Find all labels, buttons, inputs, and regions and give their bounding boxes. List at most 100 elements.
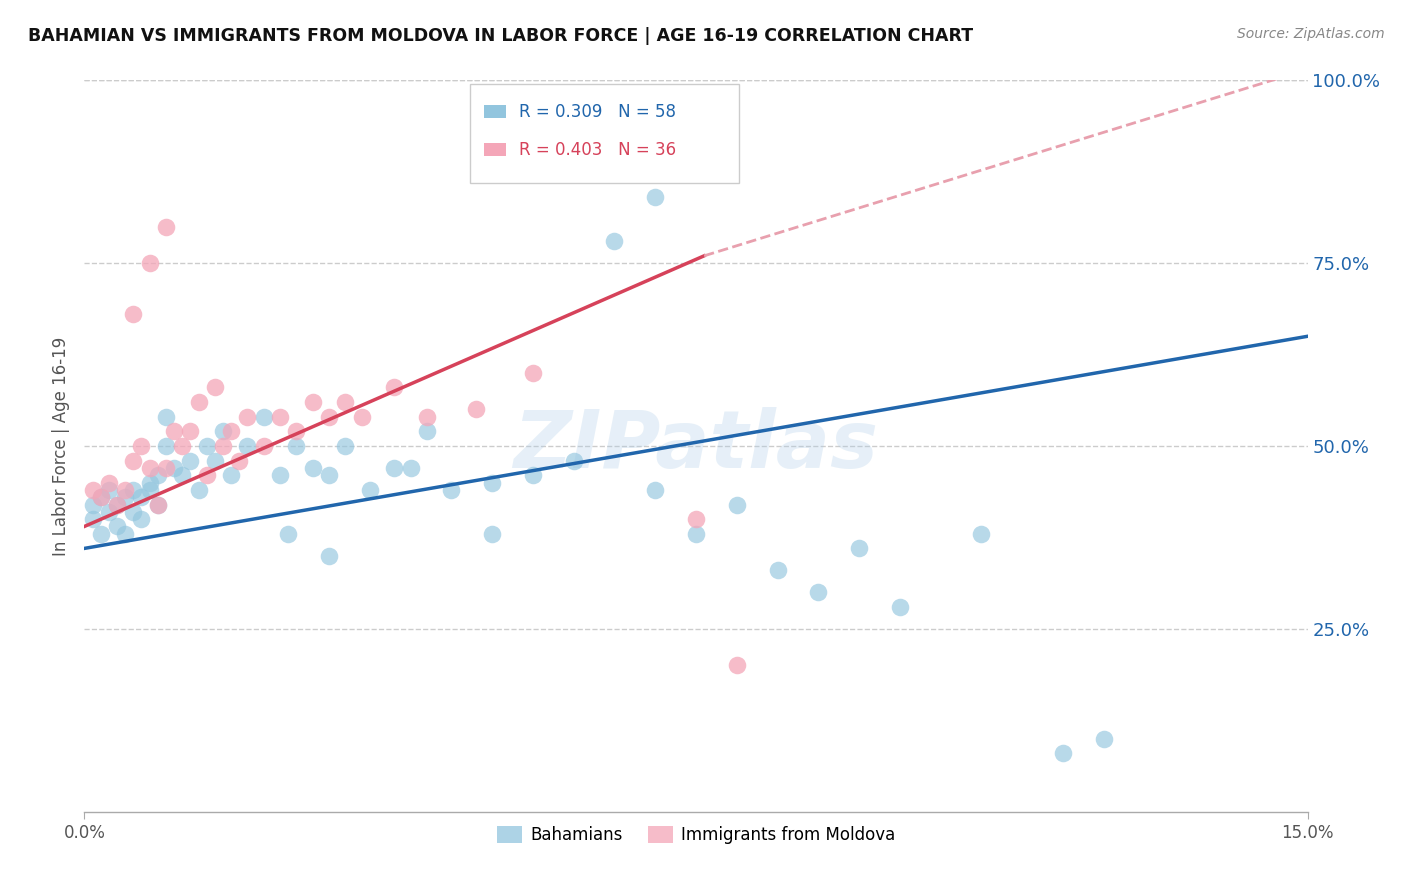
- Point: [725, 658, 748, 673]
- Point: [318, 549, 340, 563]
- Point: [219, 425, 242, 439]
- Point: [416, 425, 439, 439]
- Text: R = 0.403   N = 36: R = 0.403 N = 36: [519, 141, 676, 159]
- Point: [285, 425, 308, 439]
- Point: [187, 395, 209, 409]
- Point: [204, 380, 226, 394]
- Point: [146, 498, 169, 512]
- Point: [138, 483, 160, 497]
- Point: [114, 483, 136, 497]
- Point: [350, 409, 373, 424]
- Point: [359, 483, 381, 497]
- Point: [685, 526, 707, 541]
- Point: [172, 439, 194, 453]
- Point: [236, 439, 259, 453]
- Point: [219, 468, 242, 483]
- Point: [155, 409, 177, 424]
- Point: [155, 461, 177, 475]
- Point: [236, 409, 259, 424]
- Point: [131, 490, 153, 504]
- Point: [301, 395, 323, 409]
- Point: [179, 425, 201, 439]
- Text: R = 0.309   N = 58: R = 0.309 N = 58: [519, 103, 676, 120]
- Point: [253, 439, 276, 453]
- Point: [122, 505, 145, 519]
- Point: [562, 453, 585, 467]
- Point: [82, 483, 104, 497]
- Point: [146, 498, 169, 512]
- FancyBboxPatch shape: [470, 84, 738, 183]
- Point: [122, 307, 145, 321]
- Point: [889, 599, 911, 614]
- Point: [114, 526, 136, 541]
- Y-axis label: In Labor Force | Age 16-19: In Labor Force | Age 16-19: [52, 336, 70, 556]
- Point: [138, 475, 160, 490]
- Point: [187, 483, 209, 497]
- Point: [644, 190, 666, 204]
- Text: Source: ZipAtlas.com: Source: ZipAtlas.com: [1237, 27, 1385, 41]
- Point: [481, 475, 503, 490]
- Point: [155, 439, 177, 453]
- Point: [301, 461, 323, 475]
- Point: [603, 234, 626, 248]
- Point: [848, 541, 870, 556]
- Point: [163, 425, 186, 439]
- Point: [269, 409, 291, 424]
- Point: [685, 512, 707, 526]
- Point: [105, 498, 128, 512]
- Point: [382, 461, 405, 475]
- Point: [131, 512, 153, 526]
- FancyBboxPatch shape: [484, 144, 506, 156]
- Point: [253, 409, 276, 424]
- Point: [155, 219, 177, 234]
- Point: [212, 425, 235, 439]
- Point: [1052, 746, 1074, 760]
- Point: [228, 453, 250, 467]
- Point: [318, 468, 340, 483]
- Point: [1092, 731, 1115, 746]
- Point: [97, 475, 120, 490]
- Point: [725, 498, 748, 512]
- Point: [122, 483, 145, 497]
- Point: [440, 483, 463, 497]
- Point: [277, 526, 299, 541]
- Point: [335, 395, 357, 409]
- Point: [204, 453, 226, 467]
- Point: [644, 483, 666, 497]
- Point: [82, 498, 104, 512]
- Point: [766, 563, 789, 577]
- FancyBboxPatch shape: [484, 105, 506, 119]
- Point: [807, 585, 830, 599]
- Point: [97, 483, 120, 497]
- Point: [131, 439, 153, 453]
- Point: [464, 402, 486, 417]
- Point: [105, 519, 128, 533]
- Point: [163, 461, 186, 475]
- Point: [90, 490, 112, 504]
- Point: [105, 498, 128, 512]
- Point: [146, 468, 169, 483]
- Text: ZIPatlas: ZIPatlas: [513, 407, 879, 485]
- Text: BAHAMIAN VS IMMIGRANTS FROM MOLDOVA IN LABOR FORCE | AGE 16-19 CORRELATION CHART: BAHAMIAN VS IMMIGRANTS FROM MOLDOVA IN L…: [28, 27, 973, 45]
- Point: [399, 461, 422, 475]
- Point: [114, 490, 136, 504]
- Point: [285, 439, 308, 453]
- Point: [122, 453, 145, 467]
- Point: [382, 380, 405, 394]
- Point: [82, 512, 104, 526]
- Point: [522, 468, 544, 483]
- Point: [195, 439, 218, 453]
- Point: [416, 409, 439, 424]
- Point: [269, 468, 291, 483]
- Point: [522, 366, 544, 380]
- Point: [970, 526, 993, 541]
- Point: [318, 409, 340, 424]
- Point: [138, 461, 160, 475]
- Legend: Bahamians, Immigrants from Moldova: Bahamians, Immigrants from Moldova: [491, 820, 901, 851]
- Point: [481, 526, 503, 541]
- Point: [335, 439, 357, 453]
- Point: [212, 439, 235, 453]
- Point: [179, 453, 201, 467]
- Point: [195, 468, 218, 483]
- Point: [138, 256, 160, 270]
